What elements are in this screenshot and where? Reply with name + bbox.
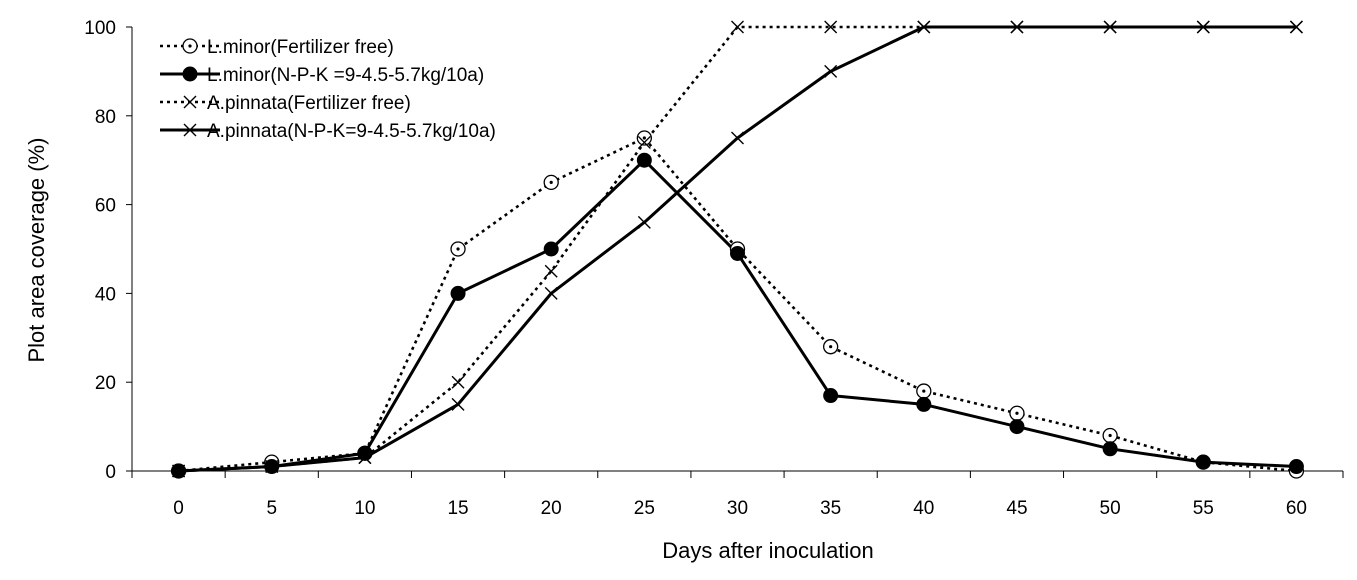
legend-label-2: L.minor(N-P-K =9-4.5-5.7kg/10a) <box>207 65 484 86</box>
legend-marker-3 <box>183 95 197 109</box>
x-tick-label: 15 <box>447 498 468 519</box>
x-tick-label: 20 <box>541 498 562 519</box>
series-markers <box>170 20 1305 479</box>
series-4-point <box>358 451 372 465</box>
legend-marker-4 <box>183 123 197 137</box>
x-tick-label: 60 <box>1286 498 1307 519</box>
legend: L.minor(Fertilizer free) L.minor(N-P-K =9… <box>160 37 496 142</box>
series-4-point <box>1289 20 1303 34</box>
series-1-point-dot <box>456 247 460 251</box>
legend-label-1: L.minor(Fertilizer free) <box>207 37 394 58</box>
series-1-point-dot <box>922 389 926 393</box>
series-4-point <box>637 215 651 229</box>
series-4-point <box>172 464 186 478</box>
x-tick-label: 25 <box>634 498 655 519</box>
series-2-point <box>823 388 839 404</box>
series-3-point <box>637 135 651 149</box>
x-tick-label: 40 <box>913 498 934 519</box>
series-4-point <box>451 397 465 411</box>
x-tick-label: 10 <box>354 498 375 519</box>
series-4-point <box>1103 20 1117 34</box>
legend-label-3: A.pinnata(Fertilizer free) <box>207 93 411 114</box>
series-2-point <box>450 285 466 301</box>
legend-marker-1-dot <box>188 44 192 48</box>
series-4-point <box>544 286 558 300</box>
series-1-point-dot <box>642 136 646 140</box>
legend-marker-2 <box>182 66 198 82</box>
series-3-point <box>544 264 558 278</box>
series-3-point <box>731 20 744 34</box>
series-2-point <box>1288 459 1304 475</box>
series-4-point <box>1010 20 1024 34</box>
series-3-point <box>824 20 838 34</box>
y-tick-label: 20 <box>95 373 116 394</box>
series-2-point <box>1102 441 1118 457</box>
x-tick-label: 5 <box>266 498 277 519</box>
series-4-point <box>1196 20 1210 34</box>
series-2-point <box>916 396 932 412</box>
series-2-point <box>1195 454 1211 470</box>
y-tick-label: 0 <box>105 462 116 483</box>
series-1-point-dot <box>829 345 833 349</box>
axes: 0 20 40 60 80 100 0 5 10 15 20 25 30 35 40 45 50 55 60 <box>84 18 1344 519</box>
x-tick-label: 50 <box>1100 498 1121 519</box>
x-tick-label: 55 <box>1193 498 1214 519</box>
series-4-point <box>265 460 279 474</box>
x-axis-title: Days after inoculation <box>662 538 874 563</box>
y-tick-label: 60 <box>95 196 116 217</box>
y-tick-label: 100 <box>84 18 116 39</box>
series-2-point <box>1009 419 1025 435</box>
series-3-point <box>451 375 465 389</box>
series-4-point <box>824 64 838 78</box>
series-1-point-dot <box>549 180 553 184</box>
series-2-point <box>730 245 745 261</box>
series-2-point <box>357 445 373 461</box>
x-tick-label: 30 <box>727 498 748 519</box>
series-4-point <box>917 20 931 34</box>
x-tick-label: 45 <box>1006 498 1027 519</box>
y-tick-label: 80 <box>95 107 116 128</box>
y-axis-title: Plot area coverage (%) <box>24 138 49 363</box>
series-2-point <box>543 241 559 257</box>
series-4-point <box>731 131 744 145</box>
x-tick-label: 0 <box>173 498 184 519</box>
series-1-point-dot <box>1015 411 1019 415</box>
y-tick-label: 40 <box>95 284 116 305</box>
legend-label-4: A.pinnata(N-P-K=9-4.5-5.7kg/10a) <box>207 121 496 142</box>
x-tick-label: 35 <box>820 498 841 519</box>
series-line-1 <box>178 136 1297 473</box>
series-2-point <box>636 152 652 168</box>
series-1-point-dot <box>1108 433 1112 438</box>
series-line-2 <box>178 158 1297 473</box>
